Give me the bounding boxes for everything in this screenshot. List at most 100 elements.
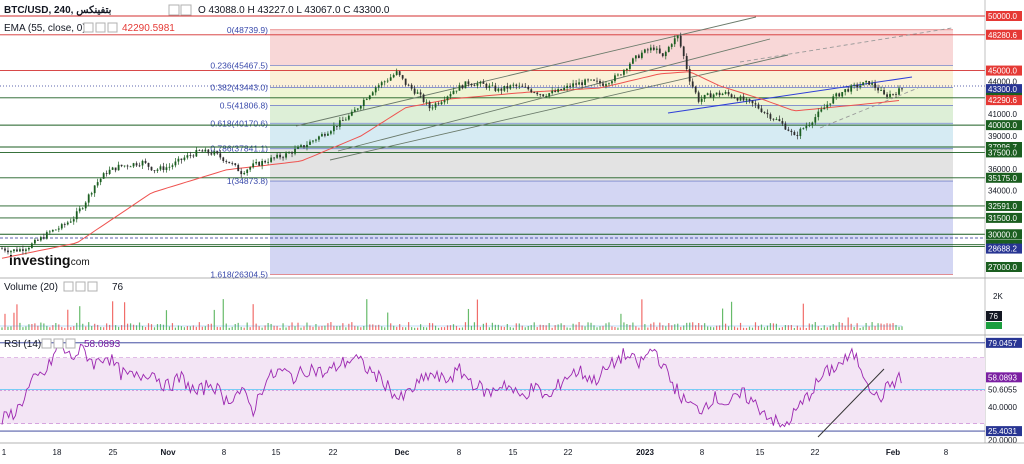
candle-body: [778, 119, 781, 122]
candle-body: [817, 111, 820, 118]
volume-bar: [273, 325, 275, 330]
candle-body: [697, 92, 700, 102]
volume-settings-icon[interactable]: [75, 281, 86, 292]
ohlc-values: O 43088.0 H 43227.0 L 43067.0 C 43300.0: [198, 5, 390, 16]
candle-body: [850, 85, 853, 92]
rsi-tag-label: 25.4031: [988, 427, 1017, 436]
candle-body: [685, 56, 688, 69]
volume-bar: [19, 322, 21, 330]
candle-body: [787, 129, 790, 131]
rsi-legend-label: RSI (14): [4, 339, 41, 350]
volume-bar: [216, 326, 218, 330]
candle-body: [691, 81, 694, 87]
volume-bar: [548, 323, 550, 330]
volume-bar: [713, 327, 715, 330]
volume-bar: [698, 323, 700, 330]
volume-bar: [327, 323, 329, 330]
candle-body: [380, 82, 383, 86]
candle-body: [868, 81, 871, 85]
candle-body: [527, 86, 530, 90]
volume-bar: [396, 326, 398, 330]
candle-body: [575, 83, 577, 85]
candle-body: [799, 128, 802, 137]
price-tag-label: 31500.0: [988, 214, 1017, 223]
candle-body: [461, 85, 464, 89]
candle-body: [727, 92, 730, 95]
volume-bar: [34, 323, 36, 330]
rsi-pane: RSI (14) 58.0893 79.0457 58.0893 50.6055 40…: [0, 337, 1022, 445]
candle-body: [195, 149, 198, 157]
ema-settings-icon[interactable]: [95, 22, 106, 33]
volume-bar: [701, 325, 703, 330]
candle-body: [664, 51, 667, 57]
candle-body: [620, 74, 622, 76]
candle-body: [578, 82, 580, 85]
price-tag-label: 35175.0: [988, 174, 1017, 183]
volume-bar: [294, 326, 296, 330]
candle-body: [637, 55, 640, 58]
rsi-eye-icon[interactable]: [41, 338, 52, 349]
volume-bar: [428, 322, 431, 330]
volume-bars: [0, 299, 903, 330]
candle-body: [631, 58, 634, 64]
volume-close-icon[interactable]: [87, 281, 98, 292]
time-axis-label: 22: [564, 448, 573, 457]
volume-bar: [515, 323, 517, 330]
support-dashed-line: [819, 87, 919, 129]
candle-body: [826, 104, 829, 108]
candle-body: [416, 92, 419, 94]
ema-eye-icon[interactable]: [83, 22, 94, 33]
volume-eye-icon[interactable]: [63, 281, 74, 292]
candle-body: [856, 84, 859, 88]
volume-bar: [455, 325, 458, 330]
candle-body: [150, 166, 153, 171]
candle-body: [901, 88, 903, 90]
volume-bar: [844, 325, 846, 330]
candle-body: [652, 47, 655, 50]
candle-body: [395, 71, 398, 75]
volume-bar: [219, 327, 221, 330]
volume-bar: [566, 327, 568, 330]
rsi-close-icon[interactable]: [65, 338, 76, 349]
candle-body: [153, 170, 156, 172]
candle-body: [584, 79, 586, 85]
volume-bar: [620, 313, 622, 330]
settings-icon[interactable]: [180, 4, 192, 16]
ema-close-icon[interactable]: [107, 22, 118, 33]
fib-zone: [270, 29, 953, 66]
candle-body: [165, 167, 168, 170]
candle-body: [667, 46, 670, 52]
rsi-settings-icon[interactable]: [53, 338, 64, 349]
candle-body: [775, 119, 778, 120]
candle-body: [626, 68, 628, 71]
visibility-toggle-icon[interactable]: [168, 4, 180, 16]
candle-body: [841, 92, 844, 97]
candle-body: [219, 153, 222, 158]
time-axis-label: 2023: [636, 448, 654, 457]
candle-body: [440, 102, 443, 105]
candle-body: [569, 85, 572, 87]
volume-bar: [641, 299, 643, 330]
candle-body: [105, 173, 108, 174]
candle-body: [177, 158, 180, 162]
candle-body: [682, 46, 685, 57]
candle-body: [81, 208, 84, 210]
volume-bar: [315, 324, 317, 330]
volume-bar: [635, 326, 637, 330]
volume-bar: [417, 327, 419, 330]
price-axis-label: 41000.0: [988, 110, 1017, 119]
channel-lower-line: [329, 54, 789, 161]
volume-bar: [357, 326, 359, 330]
volume-bar: [686, 322, 688, 330]
candle-body: [464, 81, 467, 89]
volume-bar: [877, 323, 879, 330]
volume-bar: [727, 326, 730, 330]
candle-body: [204, 149, 207, 152]
volume-bar: [186, 326, 188, 330]
volume-tag-green: [986, 322, 1002, 329]
time-axis-label: 8: [944, 448, 949, 457]
volume-bar: [781, 327, 783, 330]
volume-pane: Volume (20) 76 2K 76: [0, 281, 1003, 330]
candle-body: [84, 202, 87, 209]
volume-bar: [282, 323, 284, 330]
